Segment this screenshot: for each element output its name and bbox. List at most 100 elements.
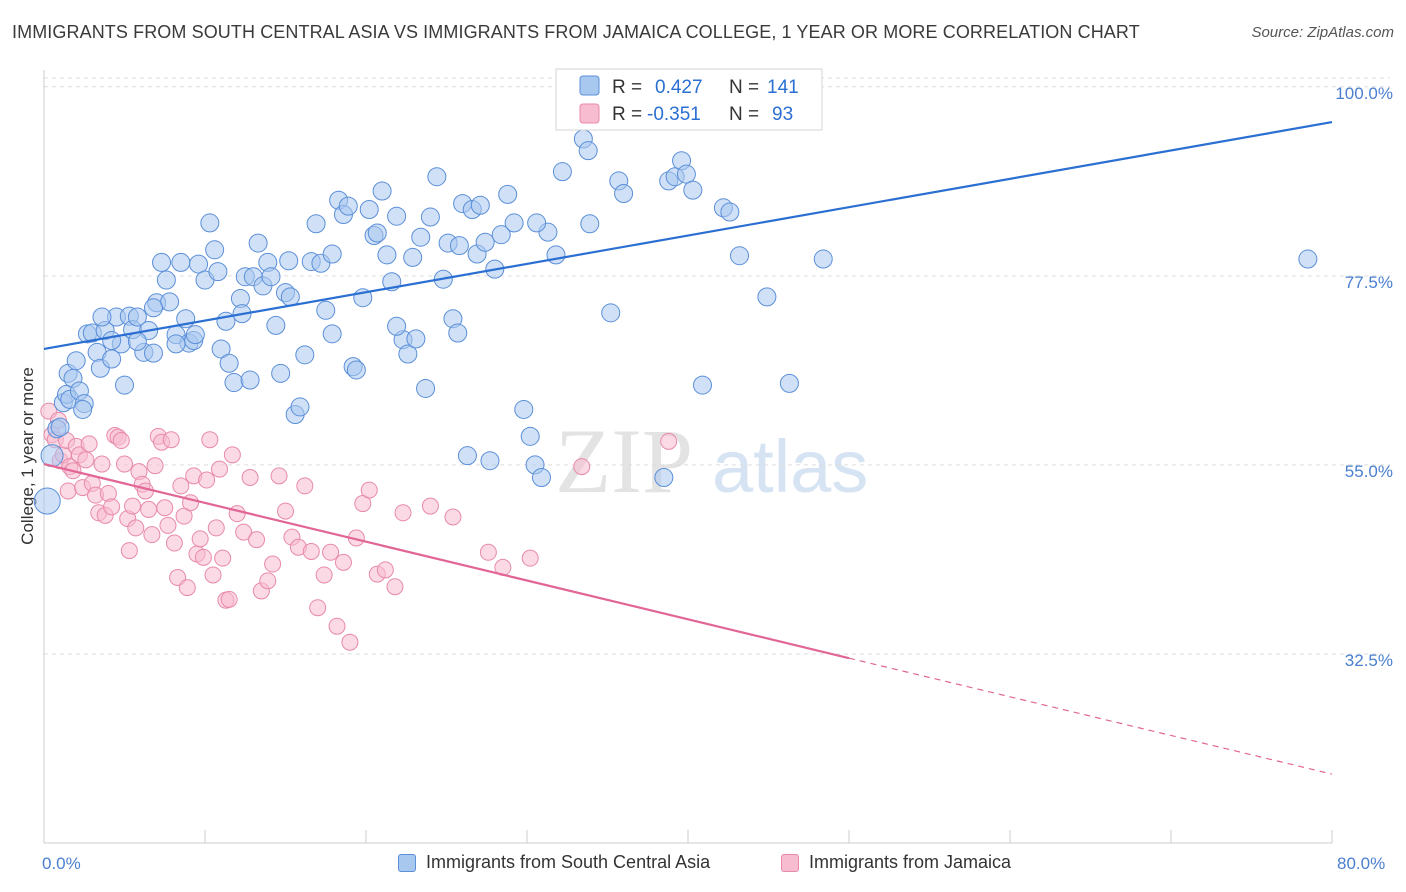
- point-jamaica: [521, 549, 539, 567]
- point-jamaica: [421, 497, 439, 515]
- legend-n-value-pink: 93: [772, 104, 793, 125]
- legend-swatch-jamaica: [781, 853, 799, 872]
- point-south-central-asia: [403, 247, 423, 267]
- point-south-central-asia: [171, 252, 191, 272]
- point-jamaica: [210, 460, 228, 478]
- point-jamaica: [264, 555, 282, 573]
- watermark-atlas: atlas: [712, 425, 868, 508]
- legend-item-south-central-asia[interactable]: Immigrants from South Central Asia: [398, 852, 710, 873]
- point-south-central-asia: [372, 181, 392, 201]
- point-south-central-asia: [346, 360, 366, 380]
- point-south-central-asia: [115, 375, 134, 395]
- point-south-central-asia: [601, 303, 621, 323]
- point-jamaica: [162, 431, 180, 449]
- point-south-central-asia: [295, 345, 315, 365]
- legend-swatch-pink: [579, 103, 600, 124]
- series-jamaica: [40, 402, 678, 651]
- series-south-central-asia: [33, 129, 1318, 515]
- point-south-central-asia: [127, 307, 147, 327]
- point-jamaica: [315, 566, 333, 584]
- y-tick-label: 32.5%: [1345, 651, 1393, 670]
- point-jamaica: [120, 542, 138, 560]
- y-axis-tick-labels: 32.5% 55.0% 77.5% 100.0%: [1335, 84, 1393, 670]
- legend-r-value-blue: 0.427: [655, 77, 703, 98]
- point-south-central-asia: [552, 162, 572, 182]
- point-south-central-asia: [813, 249, 833, 269]
- point-south-central-asia: [306, 214, 326, 234]
- point-jamaica: [80, 435, 98, 453]
- point-south-central-asia: [143, 298, 163, 318]
- point-south-central-asia: [411, 227, 431, 247]
- trend-line-jamaica-extension: [848, 657, 1333, 775]
- point-south-central-asia: [480, 451, 500, 471]
- point-south-central-asia: [398, 344, 418, 364]
- point-jamaica: [277, 502, 294, 520]
- point-south-central-asia: [730, 246, 750, 266]
- x-tick-label-min: 0.0%: [42, 854, 81, 873]
- point-jamaica: [112, 432, 130, 450]
- chart-source: Source: ZipAtlas.com: [1251, 24, 1394, 41]
- point-south-central-asia: [290, 397, 310, 417]
- point-south-central-asia: [416, 378, 436, 398]
- point-jamaica: [220, 590, 238, 608]
- bottom-legend: Immigrants from South Central Asia Immig…: [0, 852, 1406, 878]
- y-tick-label: 55.0%: [1345, 462, 1393, 481]
- point-south-central-asia: [475, 232, 495, 252]
- trend-line-jamaica: [43, 462, 850, 660]
- point-jamaica: [248, 531, 266, 549]
- x-axis-ticks: [43, 830, 1333, 843]
- point-jamaica: [322, 543, 340, 561]
- point-south-central-asia: [491, 225, 511, 245]
- point-south-central-asia: [266, 315, 286, 335]
- point-south-central-asia: [1298, 249, 1318, 269]
- point-jamaica: [479, 543, 497, 561]
- point-south-central-asia: [261, 267, 281, 287]
- point-south-central-asia: [211, 339, 231, 359]
- point-south-central-asia: [322, 324, 342, 344]
- point-jamaica: [77, 451, 95, 469]
- legend-swatch-south-central-asia: [398, 853, 416, 872]
- point-south-central-asia: [527, 213, 547, 233]
- point-south-central-asia: [757, 287, 777, 307]
- point-south-central-asia: [683, 180, 703, 200]
- point-jamaica: [386, 578, 404, 596]
- point-jamaica: [334, 553, 352, 571]
- point-south-central-asia: [406, 329, 426, 349]
- point-south-central-asia: [248, 233, 268, 253]
- point-south-central-asia: [580, 214, 600, 234]
- point-south-central-asia: [33, 487, 61, 515]
- point-south-central-asia: [127, 331, 147, 351]
- point-jamaica: [328, 617, 346, 635]
- legend-r-label-blue: R =: [612, 77, 642, 98]
- point-jamaica: [103, 498, 121, 516]
- legend-r-value-pink: -0.351: [647, 104, 701, 125]
- point-jamaica: [302, 542, 320, 560]
- point-south-central-asia: [208, 262, 228, 282]
- point-jamaica: [159, 516, 177, 534]
- point-south-central-asia: [185, 325, 205, 345]
- legend-item-jamaica[interactable]: Immigrants from Jamaica: [781, 852, 1011, 873]
- point-jamaica: [93, 455, 111, 473]
- point-jamaica: [207, 519, 225, 537]
- point-south-central-asia: [92, 307, 112, 327]
- trend-line-south-central-asia: [43, 121, 1333, 351]
- grid-lines: [44, 77, 1390, 655]
- point-south-central-asia: [504, 213, 524, 233]
- point-jamaica: [573, 458, 591, 476]
- legend-n-label-pink: N =: [729, 104, 759, 125]
- point-south-central-asia: [338, 196, 358, 216]
- point-jamaica: [194, 548, 212, 566]
- point-jamaica: [309, 599, 327, 617]
- point-south-central-asia: [720, 202, 740, 222]
- point-jamaica: [228, 505, 246, 523]
- point-jamaica: [143, 526, 161, 544]
- point-south-central-asia: [279, 251, 299, 271]
- point-south-central-asia: [156, 270, 176, 290]
- point-south-central-asia: [367, 223, 387, 243]
- point-south-central-asia: [189, 254, 209, 274]
- point-south-central-asia: [280, 287, 300, 307]
- point-jamaica: [444, 508, 462, 526]
- point-jamaica: [124, 497, 142, 515]
- point-south-central-asia: [676, 164, 696, 184]
- point-jamaica: [178, 579, 196, 597]
